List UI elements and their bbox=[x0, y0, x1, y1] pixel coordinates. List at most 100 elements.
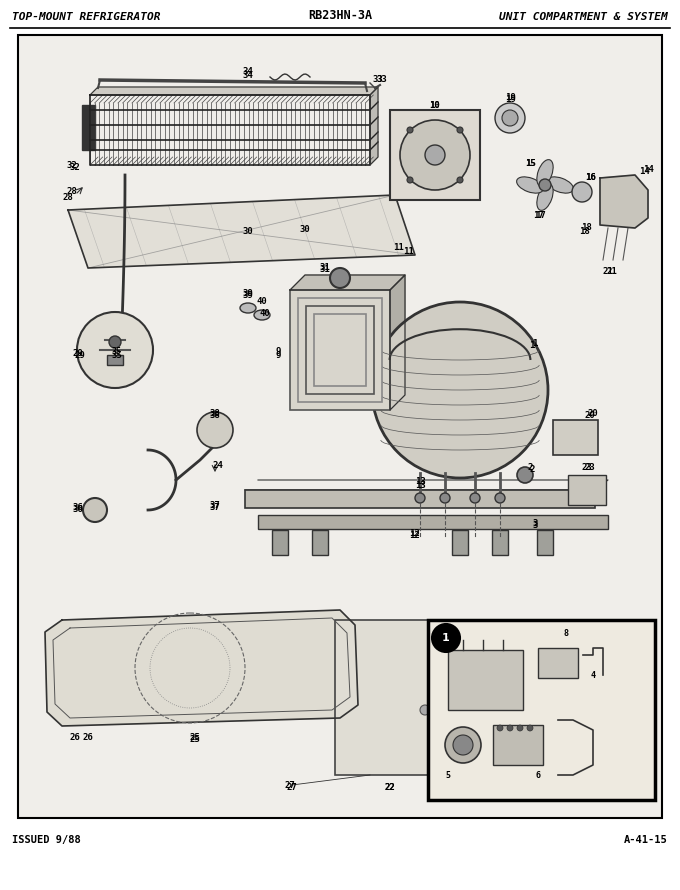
Bar bbox=[428, 620, 655, 800]
Text: 16: 16 bbox=[585, 174, 596, 182]
Circle shape bbox=[572, 182, 592, 202]
Circle shape bbox=[527, 725, 533, 731]
Bar bbox=[312, 530, 328, 555]
Bar bbox=[107, 355, 123, 365]
Text: 37: 37 bbox=[209, 501, 220, 511]
Text: 30: 30 bbox=[300, 225, 310, 234]
Polygon shape bbox=[45, 610, 358, 726]
Circle shape bbox=[407, 127, 413, 133]
Text: 30: 30 bbox=[243, 228, 254, 237]
Bar bbox=[18, 35, 662, 818]
Text: 14: 14 bbox=[643, 166, 653, 174]
Text: 32: 32 bbox=[67, 160, 78, 169]
Ellipse shape bbox=[537, 183, 553, 210]
Text: 22: 22 bbox=[385, 783, 395, 792]
Bar bbox=[390, 110, 480, 200]
Text: 25: 25 bbox=[190, 735, 201, 745]
Text: 36: 36 bbox=[73, 504, 84, 513]
Text: 32: 32 bbox=[69, 164, 80, 173]
Circle shape bbox=[420, 705, 430, 715]
Circle shape bbox=[517, 725, 523, 731]
Polygon shape bbox=[290, 275, 405, 290]
Text: 20: 20 bbox=[588, 409, 598, 417]
Text: 12: 12 bbox=[409, 530, 420, 539]
Text: 35: 35 bbox=[112, 347, 122, 357]
Ellipse shape bbox=[517, 177, 543, 193]
Text: TOP-MOUNT REFRIGERATOR: TOP-MOUNT REFRIGERATOR bbox=[12, 12, 160, 22]
Polygon shape bbox=[600, 175, 648, 228]
Text: 34: 34 bbox=[243, 68, 254, 77]
Bar bbox=[290, 290, 390, 410]
Circle shape bbox=[415, 493, 425, 503]
Ellipse shape bbox=[254, 310, 270, 320]
Text: 23: 23 bbox=[581, 464, 592, 473]
Bar bbox=[298, 298, 382, 402]
Text: 13: 13 bbox=[415, 481, 426, 490]
Text: 29: 29 bbox=[75, 351, 86, 360]
Circle shape bbox=[77, 312, 153, 388]
Text: 19: 19 bbox=[505, 93, 515, 102]
Text: 13: 13 bbox=[415, 478, 426, 487]
Bar bbox=[335, 620, 520, 775]
Text: 28: 28 bbox=[67, 188, 78, 197]
Text: 33: 33 bbox=[373, 76, 384, 85]
Text: 1: 1 bbox=[442, 633, 450, 643]
Text: 16: 16 bbox=[585, 174, 596, 182]
Circle shape bbox=[457, 127, 463, 133]
Text: UNIT COMPARTMENT & SYSTEM: UNIT COMPARTMENT & SYSTEM bbox=[499, 12, 668, 22]
Text: 20: 20 bbox=[585, 410, 596, 419]
Circle shape bbox=[453, 735, 473, 755]
Text: 26: 26 bbox=[83, 732, 93, 741]
Polygon shape bbox=[370, 87, 378, 165]
Text: 19: 19 bbox=[505, 95, 515, 104]
Text: 27: 27 bbox=[285, 781, 295, 790]
Text: 31: 31 bbox=[320, 263, 330, 272]
Bar bbox=[314, 314, 366, 386]
Text: 11: 11 bbox=[392, 244, 403, 253]
Text: 40: 40 bbox=[260, 309, 271, 318]
Text: 21: 21 bbox=[602, 268, 613, 277]
Circle shape bbox=[457, 177, 463, 183]
Text: 33: 33 bbox=[377, 76, 388, 85]
Text: 18: 18 bbox=[581, 223, 592, 232]
Text: 17: 17 bbox=[534, 211, 545, 220]
Polygon shape bbox=[68, 195, 415, 268]
Circle shape bbox=[502, 110, 518, 126]
Bar bbox=[272, 530, 288, 555]
Text: 39: 39 bbox=[243, 292, 254, 301]
Text: 10: 10 bbox=[430, 101, 441, 109]
Circle shape bbox=[109, 336, 121, 348]
Circle shape bbox=[425, 145, 445, 165]
Text: 5: 5 bbox=[445, 771, 450, 780]
Ellipse shape bbox=[240, 303, 256, 313]
Text: 27: 27 bbox=[287, 783, 297, 792]
Text: 25: 25 bbox=[190, 733, 201, 742]
Circle shape bbox=[372, 302, 548, 478]
Bar bbox=[568, 475, 606, 505]
Text: 7: 7 bbox=[445, 629, 450, 638]
Polygon shape bbox=[82, 105, 95, 150]
Bar bbox=[537, 530, 553, 555]
Text: 26: 26 bbox=[69, 732, 80, 741]
Circle shape bbox=[197, 412, 233, 448]
Circle shape bbox=[497, 725, 503, 731]
Text: 39: 39 bbox=[243, 289, 254, 298]
Text: 1: 1 bbox=[532, 338, 538, 347]
Text: RB23HN-3A: RB23HN-3A bbox=[308, 9, 372, 22]
Text: 15: 15 bbox=[525, 158, 535, 167]
Bar bbox=[245, 490, 595, 508]
Bar bbox=[448, 650, 523, 710]
Circle shape bbox=[400, 120, 470, 190]
Text: 6: 6 bbox=[536, 771, 541, 780]
Bar bbox=[452, 530, 468, 555]
Circle shape bbox=[445, 727, 481, 763]
Circle shape bbox=[83, 498, 107, 522]
Text: ISSUED 9/88: ISSUED 9/88 bbox=[12, 835, 81, 845]
Text: 34: 34 bbox=[243, 70, 254, 79]
Text: 2: 2 bbox=[527, 464, 532, 473]
Circle shape bbox=[517, 467, 533, 483]
Text: 38: 38 bbox=[209, 410, 220, 419]
Polygon shape bbox=[390, 275, 405, 410]
Text: 9: 9 bbox=[275, 351, 281, 360]
Text: 24: 24 bbox=[213, 460, 223, 470]
